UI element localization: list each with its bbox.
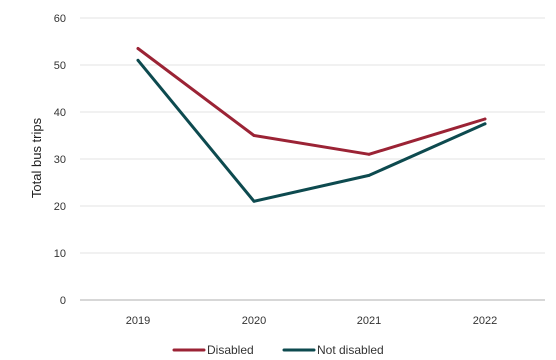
x-axis-ticks: 2019 2020 2021 2022 [126, 315, 497, 327]
data-point-not-disabled [252, 199, 256, 203]
grid-lines [80, 17, 545, 301]
y-tick-label: 20 [54, 201, 66, 213]
y-tick-label: 10 [54, 248, 66, 260]
legend-label-not-disabled: Not disabled [317, 343, 384, 357]
data-point-disabled [483, 117, 487, 121]
legend-label-disabled: Disabled [207, 343, 254, 357]
data-point-not-disabled [367, 174, 371, 177]
x-tick-label: 2020 [242, 315, 266, 327]
y-tick-label: 40 [54, 107, 66, 119]
data-point-disabled [252, 134, 256, 137]
x-tick-label: 2021 [357, 315, 381, 327]
y-tick-label: 60 [54, 13, 66, 25]
y-axis-title: Total bus trips [29, 117, 44, 198]
data-point-not-disabled [136, 58, 140, 62]
y-tick-label: 50 [54, 60, 66, 72]
series-lines [136, 47, 487, 203]
data-point-disabled [136, 47, 140, 50]
data-point-disabled [367, 152, 371, 156]
y-axis-ticks: 0 10 20 30 40 50 60 [54, 13, 66, 307]
legend: Disabled Not disabled [172, 343, 384, 357]
series-line-disabled [136, 47, 487, 156]
x-tick-label: 2019 [126, 315, 150, 327]
y-tick-label: 0 [60, 295, 66, 307]
series-line-not-disabled [136, 58, 487, 203]
data-point-not-disabled [483, 122, 487, 126]
y-tick-label: 30 [54, 154, 66, 166]
x-tick-label: 2022 [473, 315, 497, 327]
